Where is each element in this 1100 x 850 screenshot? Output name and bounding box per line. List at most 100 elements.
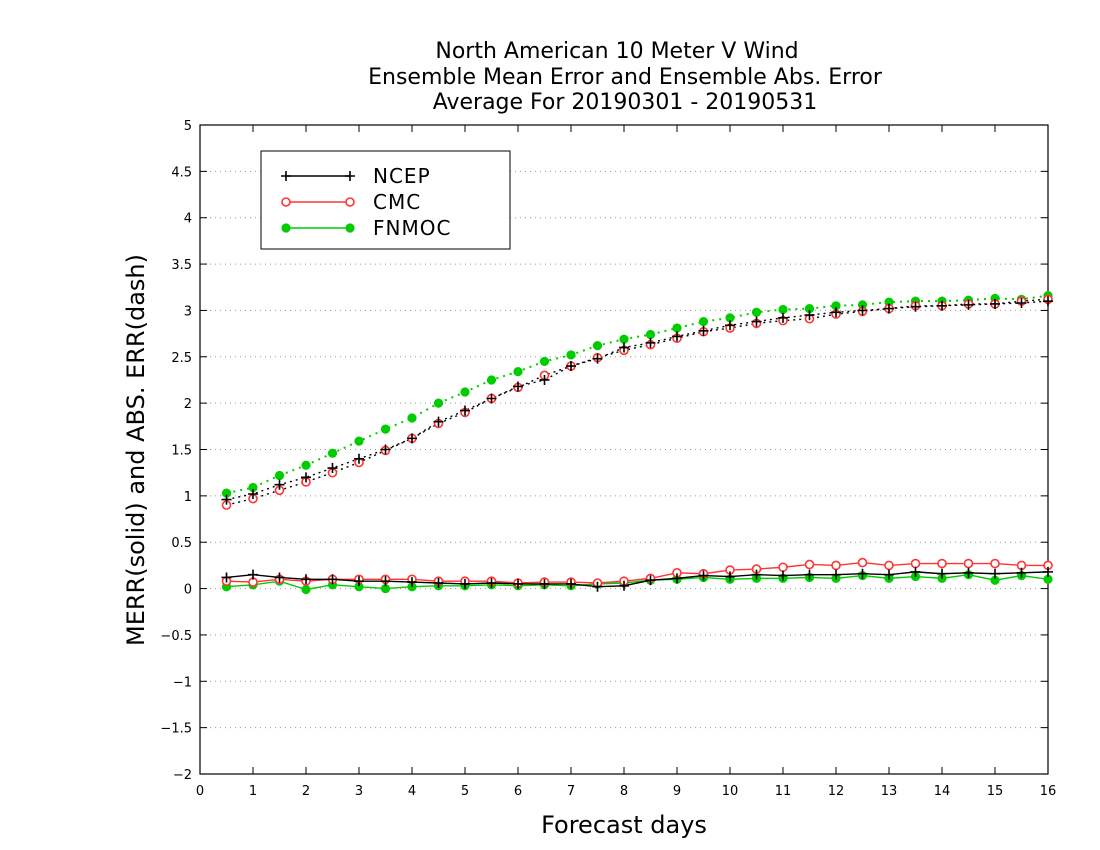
- point-abs-error-fnmoc: [619, 334, 629, 344]
- point-abs-error-ncep: [990, 298, 1000, 309]
- point-mean-error-ncep: [857, 568, 868, 579]
- x-tick-label: 14: [934, 784, 951, 799]
- point-mean-error-ncep: [619, 580, 629, 591]
- point-abs-error-ncep: [460, 405, 470, 416]
- y-tick-label: 5: [184, 119, 192, 134]
- y-tick-label: 2.5: [171, 351, 192, 366]
- point-mean-error-cmc: [963, 558, 974, 569]
- point-abs-error-ncep: [433, 416, 444, 427]
- y-tick-label: −1.5: [160, 722, 192, 737]
- y-tick-label: 4: [184, 212, 192, 227]
- point-mean-error-ncep: [778, 570, 788, 581]
- point-abs-error-fnmoc: [698, 316, 709, 327]
- point-mean-error-ncep: [698, 570, 709, 581]
- point-mean-error-ncep: [963, 567, 974, 578]
- point-mean-error-ncep: [990, 568, 1000, 579]
- y-tick-label: 2: [184, 397, 192, 412]
- point-mean-error-ncep: [380, 576, 391, 587]
- point-abs-error-fnmoc: [274, 470, 285, 481]
- point-mean-error-cmc: [884, 560, 894, 571]
- point-mean-error-ncep: [433, 578, 444, 589]
- y-tick-label: 1: [184, 490, 192, 505]
- point-abs-error-ncep: [592, 353, 603, 364]
- point-mean-error-cmc: [990, 558, 1000, 569]
- y-tick-label: 0: [184, 583, 192, 598]
- point-abs-error-fnmoc: [566, 350, 576, 360]
- y-tick-label: 0.5: [171, 536, 192, 551]
- point-abs-error-fnmoc: [592, 341, 603, 351]
- point-abs-error-fnmoc: [486, 375, 497, 385]
- point-abs-error-ncep: [1016, 298, 1027, 309]
- point-abs-error-ncep: [831, 307, 841, 318]
- markers-mean-error-ncep: [221, 566, 1053, 592]
- point-mean-error-ncep: [327, 574, 338, 585]
- point-abs-error-ncep: [751, 316, 762, 327]
- point-abs-error-ncep: [274, 479, 285, 490]
- x-tick-label: 0: [196, 784, 204, 799]
- point-mean-error-ncep: [354, 576, 364, 587]
- point-mean-error-ncep: [804, 569, 815, 580]
- markers-abs-error-ncep: [221, 296, 1053, 505]
- x-tick-label: 8: [620, 784, 628, 799]
- x-tick-label: 4: [408, 784, 416, 799]
- point-abs-error-fnmoc: [327, 448, 338, 458]
- title-line-3: Average For 20190301 - 20190531: [433, 90, 818, 115]
- x-tick-label: 11: [775, 784, 792, 799]
- point-abs-error-fnmoc: [513, 367, 523, 377]
- point-mean-error-ncep: [301, 574, 311, 585]
- point-abs-error-ncep: [910, 301, 921, 312]
- point-abs-error-fnmoc: [301, 460, 311, 470]
- x-tick-label: 9: [673, 784, 681, 799]
- point-mean-error-ncep: [539, 578, 550, 589]
- point-mean-error-ncep: [910, 566, 921, 577]
- point-mean-error-ncep: [725, 571, 735, 582]
- point-abs-error-ncep: [857, 305, 868, 316]
- markers-abs-error-cmc: [221, 294, 1053, 510]
- point-mean-error-ncep: [937, 568, 947, 579]
- point-abs-error-ncep: [884, 303, 894, 314]
- x-tick-label: 16: [1040, 784, 1057, 799]
- legend-marker-fnmoc: [281, 223, 291, 233]
- point-mean-error-ncep: [751, 569, 762, 580]
- x-tick-label: 6: [514, 784, 522, 799]
- point-mean-error-ncep: [513, 578, 523, 589]
- point-mean-error-ncep: [1043, 566, 1053, 577]
- legend-marker-cmc: [345, 197, 355, 207]
- line-abs-error-fnmoc: [226, 294, 1049, 495]
- point-mean-error-ncep: [221, 572, 232, 583]
- point-abs-error-fnmoc: [354, 436, 364, 446]
- legend-label-ncep: NCEP: [373, 164, 431, 188]
- title-line-1: North American 10 Meter V Wind: [435, 39, 798, 64]
- point-abs-error-ncep: [248, 489, 258, 500]
- line-mean-error-fnmoc: [226, 573, 1049, 591]
- point-mean-error-ncep: [274, 572, 285, 583]
- line-abs-error-cmc: [226, 298, 1049, 506]
- legend-marker-fnmoc: [345, 223, 355, 233]
- point-mean-error-ncep: [486, 578, 497, 589]
- x-tick-label: 10: [722, 784, 739, 799]
- point-mean-error-ncep: [831, 569, 841, 580]
- point-mean-error-ncep: [248, 569, 258, 580]
- point-abs-error-ncep: [566, 361, 576, 372]
- point-mean-error-cmc: [910, 558, 921, 569]
- point-mean-error-cmc: [804, 559, 815, 570]
- point-mean-error-ncep: [672, 573, 682, 584]
- y-tick-label: −2: [173, 768, 192, 783]
- x-tick-label: 3: [355, 784, 363, 799]
- point-abs-error-ncep: [407, 433, 417, 444]
- y-tick-label: 4.5: [171, 165, 192, 180]
- legend-marker-ncep: [281, 171, 291, 181]
- y-axis-label: MERR(solid) and ABS. ERR(dash): [122, 254, 150, 646]
- point-abs-error-fnmoc: [778, 304, 788, 315]
- point-abs-error-fnmoc: [539, 356, 550, 367]
- point-mean-error-cmc: [857, 557, 868, 568]
- point-abs-error-ncep: [725, 320, 735, 331]
- point-abs-error-fnmoc: [433, 398, 444, 408]
- point-abs-error-ncep: [380, 444, 391, 455]
- point-mean-error-cmc: [937, 558, 947, 569]
- point-abs-error-fnmoc: [407, 413, 417, 423]
- point-mean-error-cmc: [778, 562, 788, 573]
- y-tick-label: −0.5: [160, 629, 192, 644]
- point-abs-error-ncep: [698, 325, 709, 336]
